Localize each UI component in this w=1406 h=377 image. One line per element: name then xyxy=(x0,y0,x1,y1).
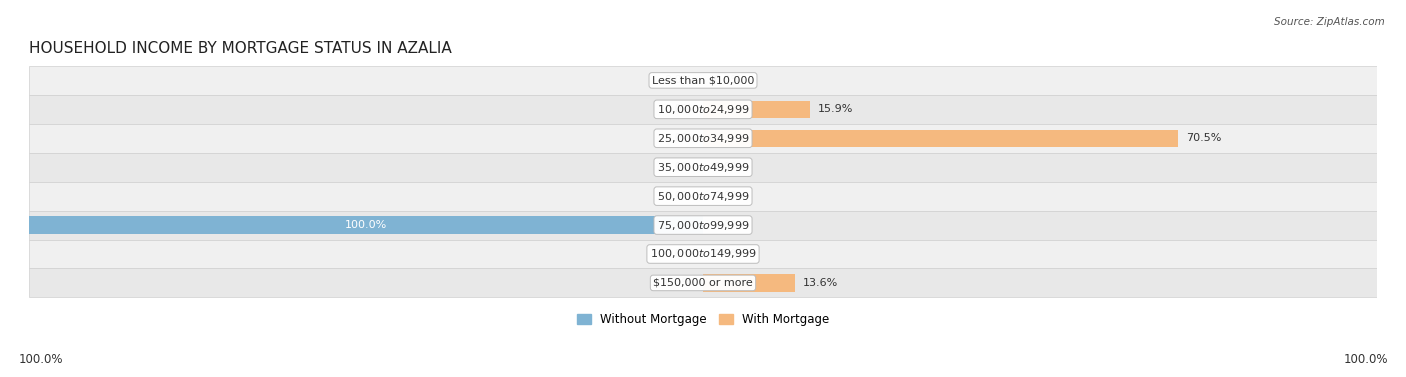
Text: $75,000 to $99,999: $75,000 to $99,999 xyxy=(657,219,749,231)
Text: 70.5%: 70.5% xyxy=(1187,133,1222,143)
Text: 0.0%: 0.0% xyxy=(665,104,693,114)
Text: 0.0%: 0.0% xyxy=(665,249,693,259)
Text: 15.9%: 15.9% xyxy=(818,104,853,114)
Bar xyxy=(30,66,1376,95)
Text: 0.0%: 0.0% xyxy=(713,162,741,172)
Bar xyxy=(30,239,1376,268)
Text: 0.0%: 0.0% xyxy=(665,191,693,201)
Text: Source: ZipAtlas.com: Source: ZipAtlas.com xyxy=(1274,17,1385,27)
Legend: Without Mortgage, With Mortgage: Without Mortgage, With Mortgage xyxy=(572,308,834,330)
Text: 0.0%: 0.0% xyxy=(713,249,741,259)
Bar xyxy=(30,95,1376,124)
Bar xyxy=(30,153,1376,182)
Text: Less than $10,000: Less than $10,000 xyxy=(652,75,754,86)
Text: $150,000 or more: $150,000 or more xyxy=(654,278,752,288)
Text: $10,000 to $24,999: $10,000 to $24,999 xyxy=(657,103,749,116)
Bar xyxy=(703,130,1178,147)
Text: 0.0%: 0.0% xyxy=(665,278,693,288)
Text: $25,000 to $34,999: $25,000 to $34,999 xyxy=(657,132,749,145)
Bar xyxy=(703,101,810,118)
Text: 0.0%: 0.0% xyxy=(713,75,741,86)
Text: $50,000 to $74,999: $50,000 to $74,999 xyxy=(657,190,749,202)
Text: 0.0%: 0.0% xyxy=(713,191,741,201)
Text: 100.0%: 100.0% xyxy=(1343,353,1388,366)
Bar xyxy=(30,124,1376,153)
Text: 0.0%: 0.0% xyxy=(665,162,693,172)
Bar xyxy=(30,182,1376,211)
Text: 0.0%: 0.0% xyxy=(665,133,693,143)
Bar xyxy=(703,274,794,291)
Text: 100.0%: 100.0% xyxy=(18,353,63,366)
Text: 100.0%: 100.0% xyxy=(344,220,387,230)
Text: 0.0%: 0.0% xyxy=(713,220,741,230)
Text: 0.0%: 0.0% xyxy=(665,75,693,86)
Text: $100,000 to $149,999: $100,000 to $149,999 xyxy=(650,247,756,261)
Text: 13.6%: 13.6% xyxy=(803,278,838,288)
Text: $35,000 to $49,999: $35,000 to $49,999 xyxy=(657,161,749,174)
Bar xyxy=(30,211,1376,239)
Text: HOUSEHOLD INCOME BY MORTGAGE STATUS IN AZALIA: HOUSEHOLD INCOME BY MORTGAGE STATUS IN A… xyxy=(30,41,451,57)
Bar xyxy=(30,268,1376,297)
Bar xyxy=(30,216,703,234)
